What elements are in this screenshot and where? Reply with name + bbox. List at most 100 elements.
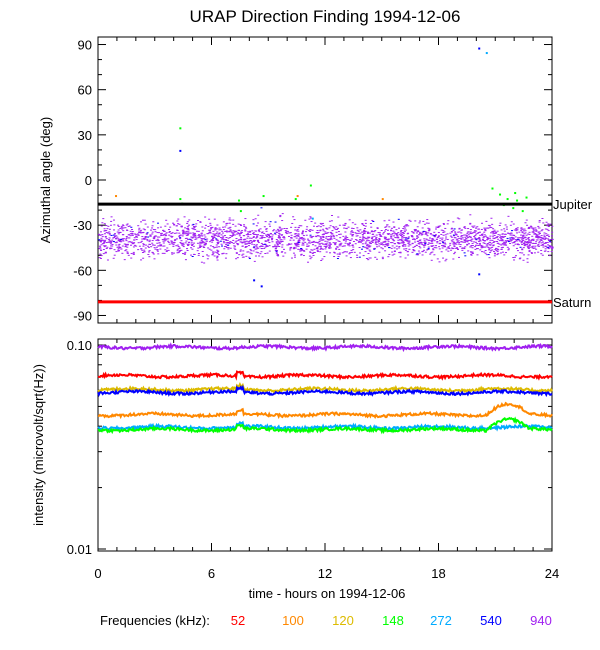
series-940-point — [417, 230, 420, 232]
series-940-point — [187, 227, 190, 229]
series-940-point — [307, 239, 310, 241]
series-940-point — [551, 225, 554, 227]
series-940-point — [481, 239, 484, 241]
series-940-point — [355, 235, 358, 237]
series-940-point — [275, 250, 278, 252]
series-940-point — [537, 237, 540, 239]
series-940-point — [254, 218, 257, 220]
series-940-point — [209, 224, 212, 226]
series-940-point — [221, 237, 224, 239]
series-940-point — [521, 235, 524, 237]
series-940-point — [329, 243, 332, 245]
series-940-point — [276, 254, 279, 256]
series-940-point — [512, 223, 515, 225]
series-940-point — [316, 230, 319, 232]
series-940-point — [160, 235, 163, 237]
series-940-point — [201, 241, 204, 243]
series-940-point — [361, 231, 364, 233]
series-940-point — [228, 242, 231, 244]
series-940-point — [453, 237, 456, 239]
series-940-point — [375, 234, 378, 236]
series-940-point — [398, 246, 401, 248]
series-940-point — [515, 247, 518, 249]
series-940-point — [179, 250, 182, 252]
series-940-point — [264, 246, 267, 248]
series-940-point — [322, 233, 325, 235]
series-940-point — [172, 242, 175, 244]
series-940-point — [265, 228, 268, 230]
series-148-point — [525, 196, 528, 199]
series-940-point — [498, 224, 501, 226]
series-940-point — [121, 238, 124, 240]
series-940-point — [424, 233, 427, 235]
series-940-point — [125, 237, 128, 239]
series-940-point — [489, 250, 492, 252]
series-940-point — [208, 232, 211, 234]
series-940-point — [447, 247, 450, 249]
series-940-point — [301, 232, 304, 234]
series-940-point — [259, 253, 262, 255]
series-940-point — [503, 242, 506, 244]
series-940-point — [156, 238, 159, 240]
series-940-point — [395, 234, 398, 236]
series-940-point — [484, 235, 487, 237]
series-940-point — [548, 245, 551, 247]
series-940-point — [330, 237, 333, 239]
series-940-point — [167, 229, 170, 231]
series-940-point — [105, 242, 108, 244]
series-940-point — [492, 250, 495, 252]
series-940-point — [446, 247, 449, 249]
series-940-point — [208, 248, 211, 250]
legend-item-540: 540 — [480, 613, 502, 628]
series-540-point — [388, 247, 391, 249]
series-940-point — [106, 259, 109, 261]
series-940-point — [529, 240, 532, 242]
series-940-point — [528, 244, 531, 246]
series-940-point — [162, 234, 165, 236]
series-940-point — [143, 238, 146, 240]
series-940-point — [172, 245, 175, 247]
series-940-point — [457, 243, 460, 245]
series-940-point — [476, 254, 479, 256]
series-940-point — [410, 231, 413, 233]
series-940-point — [528, 227, 531, 229]
series-940-point — [404, 249, 407, 251]
series-940-point — [318, 239, 321, 241]
series-940-point — [471, 245, 474, 247]
series-940-point — [301, 238, 304, 240]
series-940-point — [167, 238, 170, 240]
series-940-point — [319, 226, 322, 228]
series-940-point — [204, 236, 207, 238]
series-940-point — [361, 223, 364, 225]
series-940-point — [363, 230, 366, 232]
series-940-point — [306, 238, 309, 240]
series-940-point — [374, 241, 377, 243]
series-940-point — [487, 238, 490, 240]
series-940-point — [437, 225, 440, 227]
series-940-point — [145, 233, 148, 235]
series-940-point — [310, 256, 313, 258]
legend-label: Frequencies (kHz): — [100, 613, 210, 628]
series-940-point — [129, 230, 132, 232]
series-940-point — [332, 236, 335, 238]
series-940-point — [233, 234, 236, 236]
series-940-point — [520, 234, 523, 236]
series-940-point — [147, 253, 150, 255]
series-940-point — [116, 236, 119, 238]
series-940-point — [525, 241, 528, 243]
series-940-point — [373, 231, 376, 233]
intensity-y-label: intensity (microvolt/sqrt(Hz)) — [31, 364, 46, 526]
series-940-point — [408, 241, 411, 243]
series-940-point — [142, 237, 145, 239]
series-940-point — [456, 238, 459, 240]
series-940-point — [488, 237, 491, 239]
series-940-point — [393, 250, 396, 252]
series-940-point — [103, 242, 106, 244]
series-940-point — [100, 255, 103, 257]
series-940-point — [438, 261, 441, 263]
series-940-point — [224, 239, 227, 241]
series-940-point — [221, 226, 224, 228]
series-940-point — [241, 254, 244, 256]
series-940-point — [427, 243, 430, 245]
series-940-point — [434, 236, 437, 238]
